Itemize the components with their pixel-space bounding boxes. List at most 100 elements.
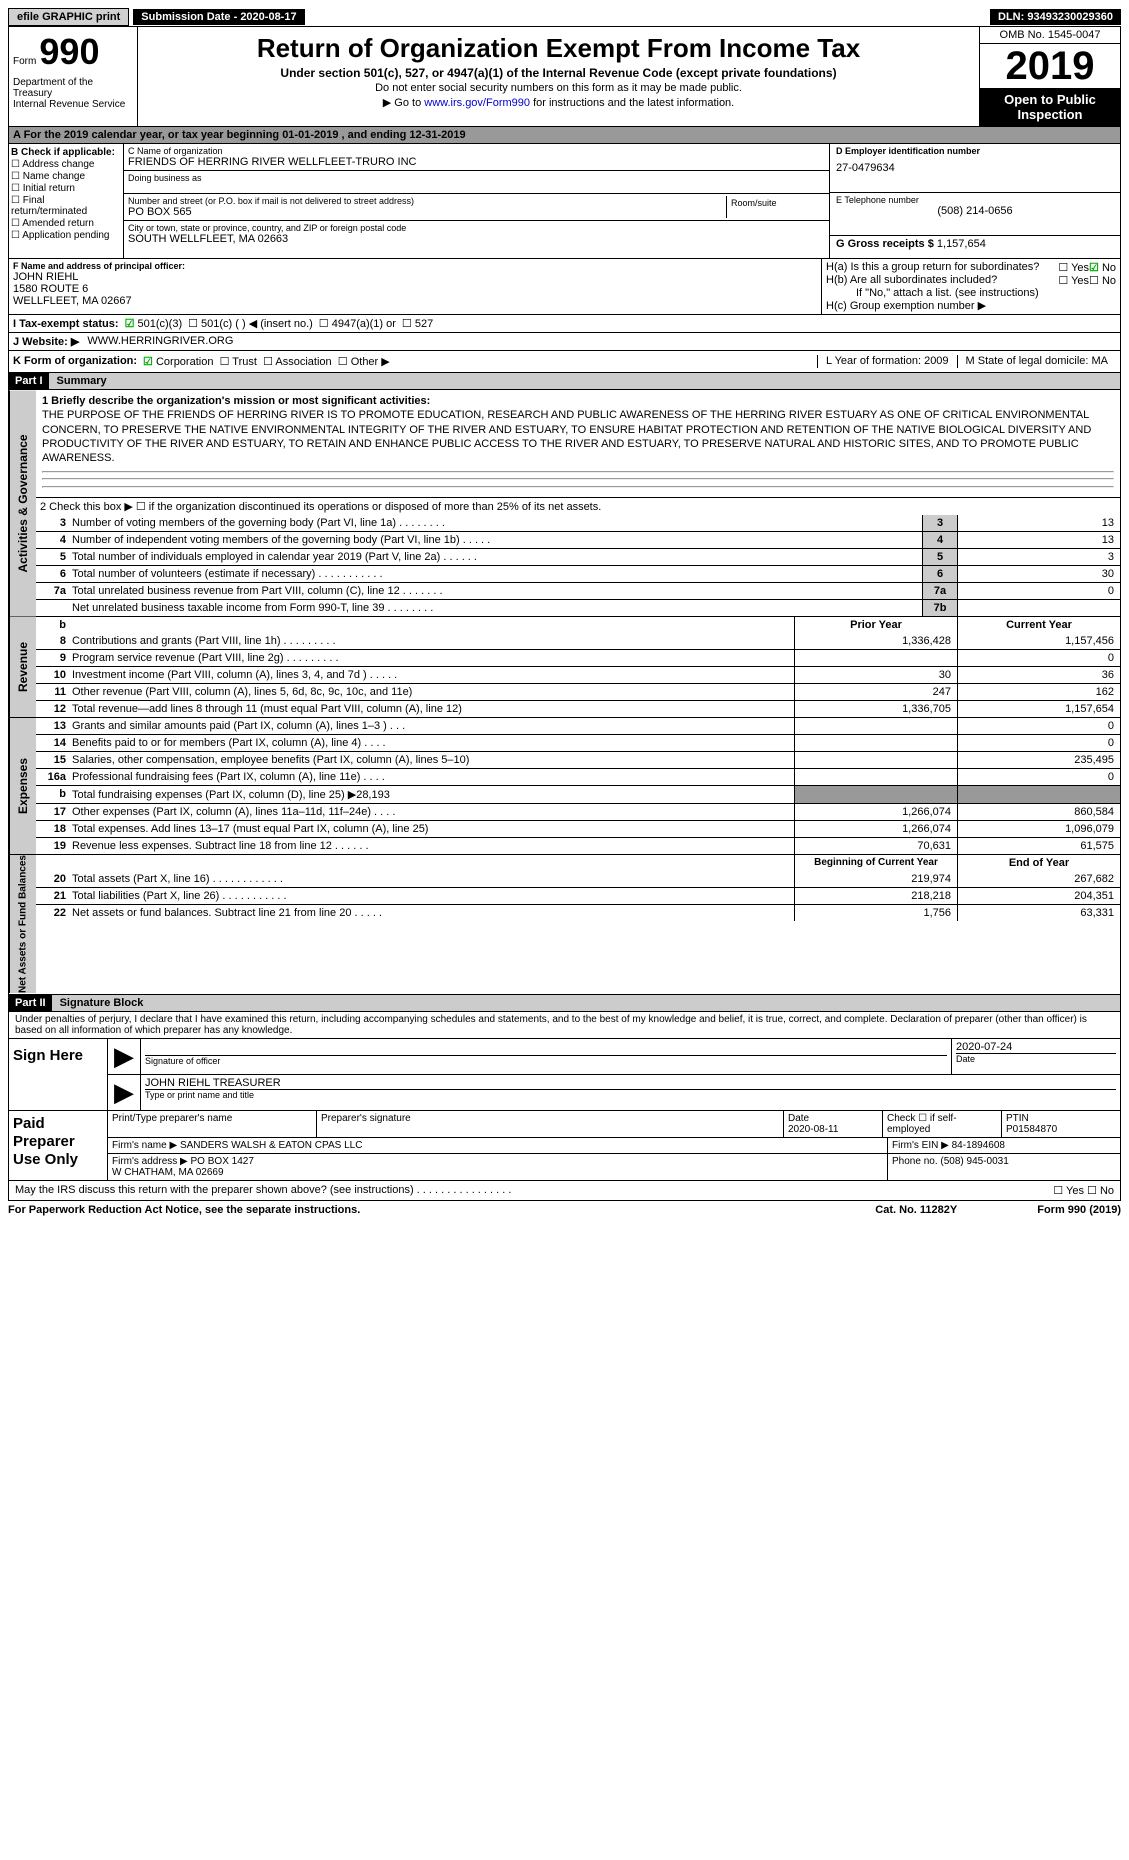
city-label: City or town, state or province, country… (128, 223, 825, 233)
sig-date-label: Date (956, 1053, 1116, 1064)
col-b-hdr: B Check if applicable: (11, 147, 121, 158)
sign-arrow2: ▶ (108, 1075, 141, 1110)
line-desc: Total number of volunteers (estimate if … (68, 566, 922, 582)
form-footer: Form 990 (2019) (1037, 1204, 1121, 1216)
prior-year-val: 218,218 (794, 888, 957, 904)
line-num: 17 (36, 804, 68, 820)
current-year-val: 1,096,079 (957, 821, 1120, 837)
line-desc: Revenue less expenses. Subtract line 18 … (68, 838, 794, 854)
boc-hdr: Beginning of Current Year (794, 855, 957, 871)
form-header: Form 990 Department of the Treasury Inte… (8, 26, 1121, 127)
hb-note: If "No," attach a list. (see instruction… (826, 287, 1116, 299)
line-val (957, 600, 1120, 616)
ck-trust[interactable]: Trust (220, 355, 257, 368)
omb-number: OMB No. 1545-0047 (980, 27, 1120, 44)
prior-year-hdr: Prior Year (794, 617, 957, 633)
line-ref: 7b (922, 600, 957, 616)
side-rev: Revenue (9, 617, 36, 717)
current-year-val: 860,584 (957, 804, 1120, 820)
line-num: 5 (36, 549, 68, 565)
line-desc: Number of independent voting members of … (68, 532, 922, 548)
ck-527[interactable]: 527 (402, 317, 433, 330)
line-num: 21 (36, 888, 68, 904)
ha-yes[interactable]: Yes (1058, 261, 1089, 274)
line-num: 15 (36, 752, 68, 768)
footer: For Paperwork Reduction Act Notice, see … (8, 1201, 1121, 1219)
line-num: 10 (36, 667, 68, 683)
line-num: 9 (36, 650, 68, 666)
line-ref: 6 (922, 566, 957, 582)
line-ref: 7a (922, 583, 957, 599)
subtitle-3: ▶ Go to www.irs.gov/Form990 for instruct… (146, 96, 971, 109)
firm-label: Firm's name ▶ (112, 1140, 177, 1151)
col-c: C Name of organization FRIENDS OF HERRIN… (124, 144, 829, 258)
ck-corp[interactable]: Corporation (143, 355, 213, 368)
line-desc: Grants and similar amounts paid (Part IX… (68, 718, 794, 734)
side-ag: Activities & Governance (9, 390, 36, 616)
ck-501c3[interactable]: 501(c)(3) (125, 317, 183, 330)
ck-initial-return[interactable]: Initial return (11, 183, 121, 194)
tax-status-label: I Tax-exempt status: (13, 318, 119, 330)
line-num: 14 (36, 735, 68, 751)
line-desc: Other expenses (Part IX, column (A), lin… (68, 804, 794, 820)
ck-final-return[interactable]: Final return/terminated (11, 195, 121, 217)
gross-value: 1,157,654 (937, 238, 986, 250)
ck-assoc[interactable]: Association (263, 355, 332, 368)
firm-addr-label: Firm's address ▶ (112, 1156, 188, 1167)
website-label: J Website: ▶ (13, 335, 79, 348)
ck-name-change[interactable]: Name change (11, 171, 121, 182)
irs-link[interactable]: www.irs.gov/Form990 (424, 97, 530, 109)
line-val: 0 (957, 583, 1120, 599)
line-desc: Total unrelated business revenue from Pa… (68, 583, 922, 599)
firm-name: SANDERS WALSH & EATON CPAS LLC (180, 1140, 362, 1151)
line-desc: Investment income (Part VIII, column (A)… (68, 667, 794, 683)
submission-date: Submission Date - 2020-08-17 (133, 9, 304, 25)
prep-date-hdr: Date (788, 1113, 809, 1124)
prep-sig-hdr: Preparer's signature (317, 1111, 784, 1137)
line-ref: 5 (922, 549, 957, 565)
prior-year-val: 1,756 (794, 905, 957, 921)
ck-app-pending[interactable]: Application pending (11, 230, 121, 241)
discuss-no[interactable]: No (1087, 1184, 1114, 1197)
part1-badge: Part I (9, 373, 49, 389)
net-assets-section: Net Assets or Fund Balances Beginning of… (8, 855, 1121, 994)
current-year-val: 61,575 (957, 838, 1120, 854)
prior-year-val (794, 650, 957, 666)
line-val: 3 (957, 549, 1120, 565)
activities-governance: Activities & Governance 1 Briefly descri… (8, 390, 1121, 617)
hb-yes[interactable]: Yes (1058, 274, 1089, 287)
current-year-val: 1,157,654 (957, 701, 1120, 717)
pra-notice: For Paperwork Reduction Act Notice, see … (8, 1204, 875, 1216)
ck-other[interactable]: Other ▶ (338, 355, 390, 368)
discuss-yes[interactable]: Yes (1053, 1184, 1084, 1197)
hb-no[interactable]: No (1089, 274, 1116, 287)
current-year-hdr: Current Year (957, 617, 1120, 633)
line-val: 13 (957, 532, 1120, 548)
k-label: K Form of organization: (13, 355, 137, 368)
revenue-section: Revenue b Prior Year Current Year 8 Cont… (8, 617, 1121, 718)
line-num: 18 (36, 821, 68, 837)
prior-year-val (794, 718, 957, 734)
line-desc: Program service revenue (Part VIII, line… (68, 650, 794, 666)
prep-check[interactable]: Check ☐ if self-employed (883, 1111, 1002, 1137)
mission-text: THE PURPOSE OF THE FRIENDS OF HERRING RI… (42, 408, 1114, 465)
line-num: 11 (36, 684, 68, 700)
line-num: 20 (36, 871, 68, 887)
line-num: 3 (36, 515, 68, 531)
ha-no[interactable]: No (1089, 261, 1116, 274)
ptin-val: P01584870 (1006, 1124, 1057, 1135)
org-name-label: C Name of organization (128, 146, 825, 156)
ck-4947[interactable]: 4947(a)(1) or (319, 317, 396, 330)
city-value: SOUTH WELLFLEET, MA 02663 (128, 233, 825, 245)
efile-btn[interactable]: efile GRAPHIC print (8, 8, 129, 26)
ck-501c[interactable]: 501(c) ( ) ◀ (insert no.) (188, 317, 313, 330)
current-year-val (957, 786, 1120, 803)
ck-address-change[interactable]: Address change (11, 159, 121, 170)
line-num: 22 (36, 905, 68, 921)
eoy-hdr: End of Year (957, 855, 1120, 871)
line-desc: Total revenue—add lines 8 through 11 (mu… (68, 701, 794, 717)
ck-amended[interactable]: Amended return (11, 218, 121, 229)
tel-value: (508) 214-0656 (836, 205, 1114, 217)
ptin-hdr: PTIN (1006, 1113, 1029, 1124)
state-domicile: M State of legal domicile: MA (957, 355, 1116, 368)
